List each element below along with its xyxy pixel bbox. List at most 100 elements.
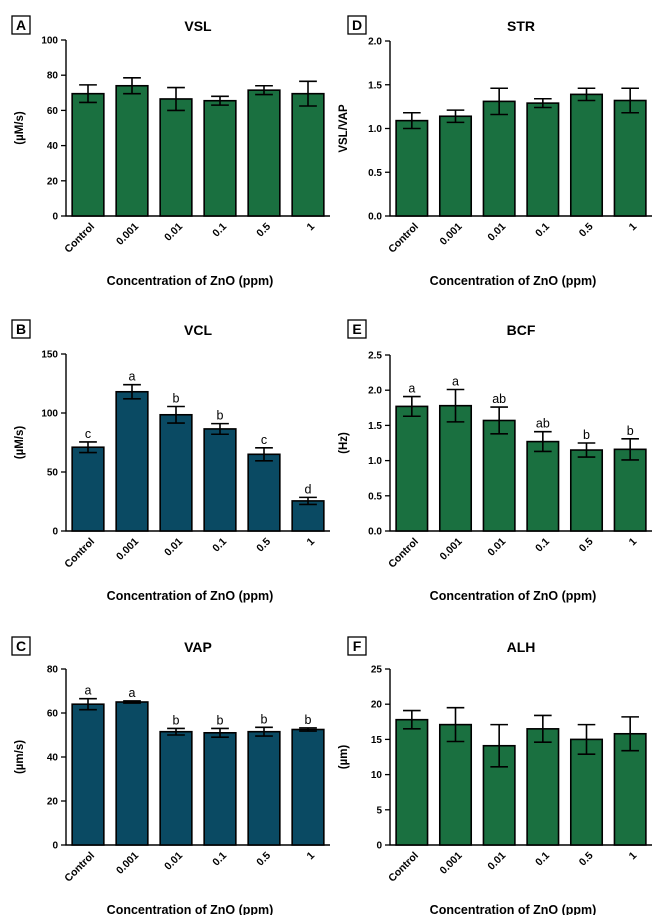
significance-label: b xyxy=(173,713,180,727)
panel-letter-box xyxy=(347,15,367,35)
x-tick-label: Control xyxy=(62,536,97,571)
x-tick-label: 0.1 xyxy=(533,536,552,555)
bar xyxy=(71,703,105,846)
bar xyxy=(613,448,647,532)
y-tick-label: 0.5 xyxy=(368,168,382,179)
panel-letter: D xyxy=(352,17,362,33)
x-tick-label: 0.01 xyxy=(162,850,185,873)
x-tick-label: 0.5 xyxy=(577,850,596,869)
bar xyxy=(203,731,237,846)
y-tick-label: 150 xyxy=(41,350,58,361)
bar xyxy=(247,453,281,532)
x-tick-label: 0.001 xyxy=(438,221,465,248)
x-tick-label: 0.1 xyxy=(533,850,552,869)
x-tick-label: 0.1 xyxy=(210,221,229,240)
x-axis-label: Concentration of ZnO (ppm) xyxy=(430,903,597,915)
x-tick-label: 0.5 xyxy=(577,221,596,240)
x-tick-label: 0.01 xyxy=(485,536,508,559)
x-tick-label: Control xyxy=(386,850,421,885)
bar xyxy=(569,449,604,532)
x-tick-label: 1 xyxy=(305,850,318,863)
panel-d: D STR 0.0 0.5 1.0 1.5 2.0 VSL/VAP Control 0.001 0.… xyxy=(338,15,652,288)
bar xyxy=(115,701,149,846)
x-tick-label: 0.1 xyxy=(210,850,229,869)
panel-e: E BCF 0.0 0.5 1.0 1.5 2.0 2.5 (Hz) a Control a 0.001… xyxy=(338,319,652,603)
bar xyxy=(438,115,473,217)
x-tick-label: 0.001 xyxy=(114,536,141,563)
y-tick-label: 25 xyxy=(371,665,383,676)
y-tick-label: 0.5 xyxy=(368,491,382,502)
bar xyxy=(203,99,237,217)
bar xyxy=(291,500,325,532)
x-tick-label: 0.001 xyxy=(438,536,465,563)
x-axis-label: Concentration of ZnO (ppm) xyxy=(430,589,597,603)
panel-b: B VCL 0 50 100 150 (µM/s) c Control a 0.001 b 0.01 b 0… xyxy=(11,319,330,603)
x-tick-label: Control xyxy=(62,221,97,256)
significance-label: b xyxy=(305,713,312,727)
x-tick-label: 0.01 xyxy=(485,850,508,873)
bar xyxy=(115,390,149,532)
bar xyxy=(395,119,429,217)
x-tick-label: 0.1 xyxy=(533,221,552,240)
significance-label: a xyxy=(129,686,136,700)
significance-label: a xyxy=(408,382,415,396)
panel-letter-box xyxy=(347,319,367,339)
panel-letter-box xyxy=(11,15,31,35)
bar xyxy=(395,405,429,532)
x-axis-label: Concentration of ZnO (ppm) xyxy=(107,274,274,288)
significance-label: c xyxy=(261,433,267,447)
panel-letter: F xyxy=(353,638,362,654)
y-tick-label: 40 xyxy=(47,753,59,764)
bar xyxy=(71,92,105,217)
x-tick-label: 0.001 xyxy=(114,850,141,877)
y-tick-label: 50 xyxy=(47,468,59,479)
y-axis-label: (µM/s) xyxy=(14,111,26,145)
panel-letter: A xyxy=(16,17,26,33)
bar xyxy=(526,728,560,846)
y-tick-label: 20 xyxy=(47,176,59,187)
panel-letter: C xyxy=(16,638,26,654)
bar xyxy=(438,404,473,532)
y-tick-label: 1.5 xyxy=(368,421,382,432)
y-axis-label: (µM/s) xyxy=(14,426,26,460)
bar xyxy=(613,99,647,217)
y-tick-label: 100 xyxy=(41,36,58,47)
x-tick-label: 1 xyxy=(305,536,318,549)
y-tick-label: 2.0 xyxy=(368,37,382,48)
panel-c: C VAP 0 20 40 60 80 (µm/s) a Control a 0.001 b 0.01 b 0… xyxy=(11,636,330,915)
significance-label: a xyxy=(129,370,136,384)
bar xyxy=(159,98,193,217)
x-tick-label: 1 xyxy=(305,221,318,234)
bar xyxy=(291,92,325,217)
y-tick-label: 0.0 xyxy=(368,212,382,223)
bar xyxy=(569,93,604,217)
x-tick-label: 0.001 xyxy=(114,221,141,248)
significance-label: a xyxy=(85,684,92,698)
y-tick-label: 80 xyxy=(47,665,59,676)
y-tick-label: 5 xyxy=(376,805,382,816)
significance-label: ab xyxy=(536,417,550,431)
bar xyxy=(71,446,105,532)
x-axis-label: Concentration of ZnO (ppm) xyxy=(430,274,597,288)
x-tick-label: 0.5 xyxy=(254,221,273,240)
bar xyxy=(247,730,281,846)
x-tick-label: Control xyxy=(386,221,421,256)
bar xyxy=(569,738,604,846)
bar xyxy=(203,428,237,532)
chart-title: ALH xyxy=(507,639,536,655)
y-tick-label: 60 xyxy=(47,106,59,117)
y-tick-label: 0 xyxy=(52,527,58,538)
panel-f: F ALH 0 5 10 15 20 25 (µm) Control 0.001 0.01 0.1 0.5… xyxy=(338,636,652,915)
y-tick-label: 2.5 xyxy=(368,351,382,362)
y-tick-label: 1.0 xyxy=(368,124,382,135)
bar xyxy=(526,102,560,217)
bar xyxy=(159,730,193,846)
x-tick-label: 0.5 xyxy=(254,850,273,869)
y-axis-label: (Hz) xyxy=(338,432,350,454)
bar xyxy=(438,723,473,846)
x-tick-label: 1 xyxy=(627,850,640,863)
chart-title: VSL xyxy=(184,18,212,34)
x-tick-label: 0.5 xyxy=(254,536,273,555)
